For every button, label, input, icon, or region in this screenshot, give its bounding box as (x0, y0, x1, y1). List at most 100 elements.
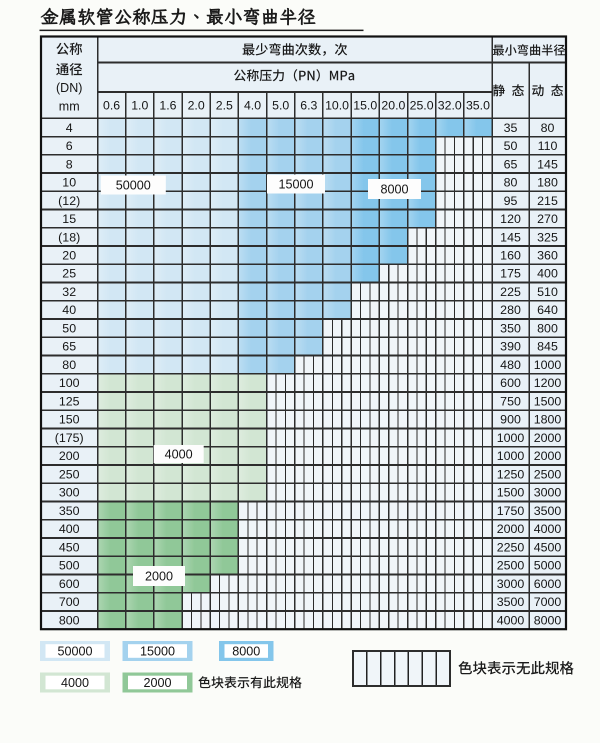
svg-text:95: 95 (504, 194, 518, 208)
svg-text:160: 160 (500, 249, 521, 263)
svg-text:360: 360 (537, 249, 558, 263)
svg-text:80: 80 (541, 121, 555, 135)
svg-text:480: 480 (500, 358, 521, 372)
svg-text:4000: 4000 (534, 522, 562, 536)
svg-text:4000: 4000 (61, 676, 89, 690)
svg-text:2000: 2000 (534, 449, 562, 463)
svg-text:(12): (12) (58, 194, 80, 208)
svg-text:250: 250 (59, 467, 80, 481)
svg-text:35: 35 (504, 121, 518, 135)
svg-text:845: 845 (537, 340, 558, 354)
svg-text:50000: 50000 (116, 178, 151, 192)
svg-text:225: 225 (500, 285, 521, 299)
svg-text:4000: 4000 (497, 613, 525, 627)
svg-text:20.0: 20.0 (381, 99, 405, 113)
svg-text:10: 10 (62, 176, 76, 190)
svg-text:145: 145 (500, 230, 521, 244)
svg-text:510: 510 (537, 285, 558, 299)
svg-text:750: 750 (500, 394, 521, 408)
svg-text:800: 800 (537, 321, 558, 335)
svg-text:10.0: 10.0 (325, 99, 349, 113)
svg-text:200: 200 (59, 449, 80, 463)
svg-text:1.0: 1.0 (131, 99, 148, 113)
svg-text:180: 180 (537, 176, 558, 190)
svg-text:4.0: 4.0 (244, 99, 261, 113)
svg-text:390: 390 (500, 340, 521, 354)
svg-text:640: 640 (537, 303, 558, 317)
svg-text:350: 350 (59, 504, 80, 518)
svg-text:4000: 4000 (165, 447, 193, 461)
svg-text:25.0: 25.0 (410, 99, 434, 113)
svg-text:400: 400 (537, 267, 558, 281)
svg-text:15000: 15000 (278, 177, 313, 191)
svg-text:600: 600 (500, 376, 521, 390)
svg-text:8: 8 (66, 157, 73, 171)
svg-text:500: 500 (59, 559, 80, 573)
svg-text:2000: 2000 (145, 569, 173, 583)
svg-text:215: 215 (537, 194, 558, 208)
svg-text:1250: 1250 (497, 467, 525, 481)
svg-text:6.3: 6.3 (300, 99, 317, 113)
svg-text:1000: 1000 (497, 449, 525, 463)
svg-text:2000: 2000 (497, 522, 525, 536)
svg-text:80: 80 (504, 176, 518, 190)
svg-text:100: 100 (59, 376, 80, 390)
svg-text:145: 145 (537, 157, 558, 171)
svg-text:700: 700 (59, 595, 80, 609)
svg-text:(18): (18) (58, 230, 80, 244)
svg-text:80: 80 (62, 358, 76, 372)
svg-text:1500: 1500 (497, 486, 525, 500)
svg-text:2500: 2500 (534, 467, 562, 481)
svg-text:400: 400 (59, 522, 80, 536)
svg-text:65: 65 (504, 157, 518, 171)
svg-text:50000: 50000 (57, 644, 92, 658)
svg-text:300: 300 (59, 486, 80, 500)
svg-text:8000: 8000 (232, 644, 260, 658)
svg-text:7000: 7000 (534, 595, 562, 609)
svg-text:0.6: 0.6 (103, 99, 120, 113)
svg-text:3500: 3500 (534, 504, 562, 518)
svg-text:35.0: 35.0 (466, 99, 490, 113)
svg-text:325: 325 (537, 230, 558, 244)
svg-text:(175): (175) (55, 431, 84, 445)
svg-text:8000: 8000 (534, 613, 562, 627)
svg-text:32: 32 (62, 285, 76, 299)
svg-text:2000: 2000 (534, 431, 562, 445)
svg-text:350: 350 (500, 321, 521, 335)
svg-text:8000: 8000 (380, 182, 408, 196)
svg-text:50: 50 (62, 321, 76, 335)
svg-text:900: 900 (500, 413, 521, 427)
svg-text:4: 4 (66, 121, 73, 135)
svg-text:110: 110 (538, 139, 558, 153)
svg-text:40: 40 (62, 303, 76, 317)
svg-text:800: 800 (59, 613, 80, 627)
svg-text:(DN): (DN) (56, 81, 82, 95)
svg-text:150: 150 (59, 413, 80, 427)
svg-text:25: 25 (62, 267, 76, 281)
svg-text:450: 450 (59, 540, 80, 554)
svg-text:125: 125 (59, 394, 80, 408)
svg-text:1500: 1500 (534, 394, 562, 408)
svg-text:4500: 4500 (534, 540, 562, 554)
svg-text:1.6: 1.6 (159, 99, 176, 113)
svg-text:65: 65 (62, 340, 76, 354)
svg-text:mm: mm (59, 100, 80, 114)
svg-text:3000: 3000 (497, 577, 525, 591)
svg-text:5.0: 5.0 (272, 99, 289, 113)
svg-text:2.5: 2.5 (216, 99, 233, 113)
svg-text:280: 280 (500, 303, 521, 317)
svg-text:5000: 5000 (534, 559, 562, 573)
svg-text:15.0: 15.0 (353, 99, 377, 113)
svg-text:1750: 1750 (497, 504, 525, 518)
svg-text:2250: 2250 (497, 540, 525, 554)
svg-text:3500: 3500 (497, 595, 525, 609)
svg-text:15000: 15000 (140, 644, 175, 658)
svg-text:2000: 2000 (143, 676, 171, 690)
svg-text:1000: 1000 (534, 358, 562, 372)
svg-text:15: 15 (62, 212, 76, 226)
svg-text:120: 120 (500, 212, 521, 226)
svg-text:6000: 6000 (534, 577, 562, 591)
svg-text:1000: 1000 (497, 431, 525, 445)
svg-text:20: 20 (62, 249, 76, 263)
svg-text:2.0: 2.0 (188, 99, 205, 113)
